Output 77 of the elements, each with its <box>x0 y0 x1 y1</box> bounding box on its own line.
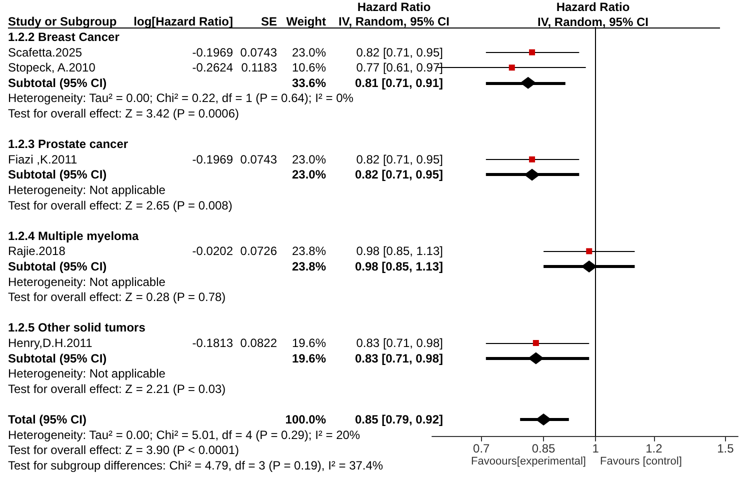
text: Hazard Ratio <box>357 0 431 14</box>
y-tick-label: Subtotal (95% CI) <box>8 76 107 90</box>
y-tick-label: Heterogeneity: Not applicable <box>8 274 166 289</box>
annotation: 0.83 [0.71, 0.98] <box>354 351 443 366</box>
annotation: 0.82 [0.71, 0.95] <box>356 152 443 166</box>
text: 19.6% <box>292 351 326 366</box>
text: 100.0% <box>285 412 326 426</box>
text: 23.8% <box>292 244 326 258</box>
y-tick-label: Heterogeneity: Not applicable <box>8 366 166 381</box>
x-tick-label: 1.2 <box>646 441 663 456</box>
text: 23.0% <box>292 45 326 60</box>
annotation: 0.98 [0.85, 1.13] <box>354 260 443 274</box>
y-tick-label: Fiazi ,K.2011 <box>8 152 78 166</box>
y-tick-label: Stopeck, A.2010 <box>8 60 96 75</box>
y-tick-label: 1.2.3 Prostate cancer <box>8 137 128 152</box>
text: 0.1183 <box>241 60 278 75</box>
text: log[Hazard Ratio] <box>134 14 233 29</box>
y-tick-label: Study or Subgroup <box>8 14 117 29</box>
y-tick-label: Total (95% CI) <box>8 412 86 426</box>
point <box>520 76 536 89</box>
point <box>532 340 539 346</box>
y-tick-label: Test for overall effect: Z = 3.90 (P < 0.0001) <box>8 443 240 458</box>
annotation: 0.82 [0.71, 0.95] <box>356 45 443 60</box>
text: Weight <box>286 14 326 29</box>
y-tick-label: Test for overall effect: Z = 2.21 (P = 0.03) <box>8 382 226 396</box>
y-tick-label: Henry,D.H.2011 <box>8 336 93 350</box>
point <box>586 248 592 254</box>
x-tick-label: 1.5 <box>717 441 734 456</box>
annotation: Favoours[experimental] <box>471 455 586 468</box>
text: -0.1969 <box>192 152 234 166</box>
y-tick-label: Scafetta.2025 <box>8 45 82 60</box>
text: 0.0726 <box>240 244 278 258</box>
y-tick-label: 1.2.5 Other solid tumors <box>8 320 146 335</box>
point <box>529 49 536 56</box>
x-tick-label: 1 <box>592 441 600 456</box>
y-tick-label: Rajie.2018 <box>8 244 66 258</box>
y-tick-label: Heterogeneity: Not applicable <box>8 183 166 197</box>
text: 0.0822 <box>240 336 278 350</box>
annotation: 0.85 [0.79, 0.92] <box>354 412 443 426</box>
annotation: Favours [control] <box>600 455 682 468</box>
chart-subtitle: IV, Random, 95% CI <box>538 15 648 29</box>
y-tick-label: Test for subgroup differences: Chi² = 4.79, df = 3 (P = 0.19), I² = 37.4% <box>8 458 384 472</box>
point <box>529 156 536 162</box>
text: 33.6% <box>292 76 326 90</box>
y-tick-label: Heterogeneity: Tau² = 0.00; Chi² = 0.22, df = 1 (P = 0.64); I² = 0% <box>8 91 354 106</box>
chart-title: Hazard Ratio <box>556 0 630 14</box>
point <box>524 168 540 181</box>
annotation: 0.82 [0.71, 0.95] <box>354 168 443 182</box>
text: -0.1969 <box>192 45 234 60</box>
text: 23.0% <box>292 168 326 182</box>
y-tick-label: Test for overall effect: Z = 0.28 (P = 0.78) <box>8 290 226 304</box>
text: 23.8% <box>292 260 326 274</box>
text: 10.6% <box>292 60 326 75</box>
annotation: 0.83 [0.71, 0.98] <box>356 336 443 350</box>
annotation: IV, Random, 95% CI <box>338 14 450 29</box>
text: 0.0743 <box>240 45 278 60</box>
text: SE <box>260 14 277 29</box>
y-tick-label: Subtotal (95% CI) <box>8 260 107 274</box>
annotation: 0.98 [0.85, 1.13] <box>356 244 443 258</box>
x-tick-label: 0.85 <box>532 441 556 456</box>
text: 23.0% <box>292 152 326 166</box>
annotation: 0.81 [0.71, 0.91] <box>354 76 443 90</box>
y-tick-label: Test for overall effect: Z = 3.42 (P = 0.0006) <box>8 106 240 120</box>
y-tick-label: Subtotal (95% CI) <box>8 351 107 366</box>
text: 19.6% <box>292 336 326 350</box>
text: -0.1813 <box>192 336 234 350</box>
y-tick-label: 1.2.4 Multiple myeloma <box>8 228 140 243</box>
text: 0.0743 <box>240 152 278 166</box>
text: -0.2624 <box>192 60 234 75</box>
y-tick-label: Test for overall effect: Z = 2.65 (P = 0.008) <box>8 198 232 212</box>
y-tick-label: 1.2.2 Breast Cancer <box>8 30 120 44</box>
y-tick-label: Subtotal (95% CI) <box>8 168 107 182</box>
point <box>528 352 544 364</box>
text: -0.0202 <box>192 244 234 258</box>
y-tick-label: Heterogeneity: Tau² = 0.00; Chi² = 5.01, df = 4 (P = 0.29); I² = 20% <box>8 428 360 442</box>
annotation: 0.77 [0.61, 0.97] <box>356 60 443 75</box>
x-tick-label: 0.7 <box>473 441 490 456</box>
